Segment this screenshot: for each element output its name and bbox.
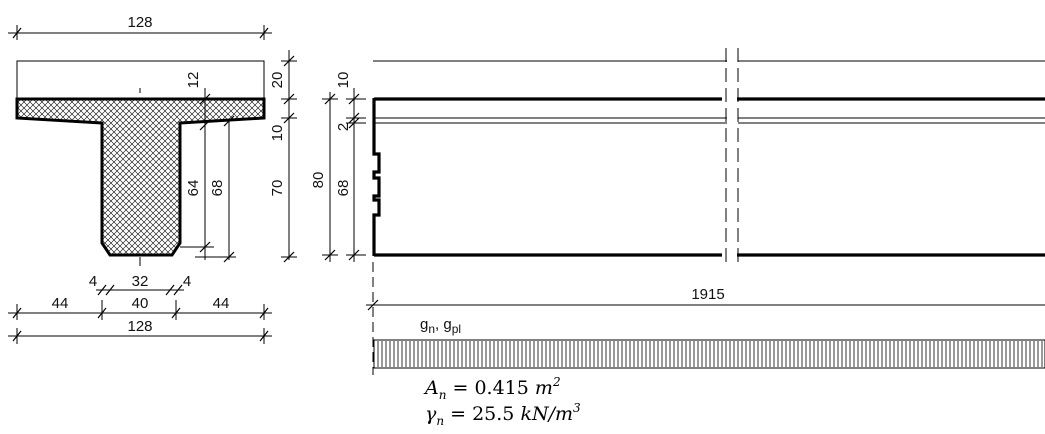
label-web-width: 40 bbox=[132, 295, 149, 312]
label-beam-height: 68 bbox=[335, 180, 352, 197]
elevation: 80 10 2 68 1915 gn, gpl bbox=[310, 48, 1045, 375]
label-chamfer-left: 4 bbox=[89, 273, 97, 290]
distributed-load bbox=[373, 339, 1045, 369]
label-web-height-64: 64 bbox=[185, 180, 202, 197]
dim-widths: 44 40 44 bbox=[8, 295, 272, 320]
dim-flange-top: 12 64 bbox=[180, 72, 214, 260]
label-span: 1915 bbox=[691, 286, 724, 303]
beam-end-left bbox=[372, 98, 381, 256]
area-formula: An = 0.415 m2 bbox=[423, 375, 561, 402]
dim-web-68: 68 bbox=[195, 115, 236, 263]
dim-elevation-heights: 80 10 2 68 bbox=[310, 72, 366, 262]
label-web-bottom: 32 bbox=[132, 273, 149, 290]
dim-topping-height: 20 10 70 bbox=[269, 50, 297, 263]
formulas: An = 0.415 m2 γn = 25.5 kN/m3 bbox=[423, 375, 581, 428]
label-chamfer-right: 4 bbox=[183, 273, 191, 290]
label-flange-height: 10 bbox=[269, 125, 286, 142]
t-beam-section bbox=[15, 97, 266, 257]
topping-slab bbox=[16, 60, 265, 100]
label-topping: 10 bbox=[335, 72, 352, 89]
label-flange-top: 12 bbox=[185, 72, 202, 89]
cross-section: 128 20 10 70 12 bbox=[8, 14, 297, 344]
label-overhang-left: 44 bbox=[52, 295, 69, 312]
dim-top-width: 128 bbox=[8, 14, 272, 40]
gamma-formula: γn = 25.5 kN/m3 bbox=[425, 401, 581, 428]
dim-total-width: 128 bbox=[8, 318, 272, 344]
label-total-width: 128 bbox=[127, 318, 152, 335]
dim-span: 1915 bbox=[366, 286, 1045, 311]
label-web-depth: 70 bbox=[269, 180, 286, 197]
label-topping-height: 20 bbox=[269, 72, 286, 89]
label-top-width: 128 bbox=[127, 14, 152, 31]
label-total-height: 80 bbox=[310, 172, 327, 189]
label-web-height-68: 68 bbox=[209, 180, 226, 197]
label-overhang-right: 44 bbox=[213, 295, 230, 312]
label-gap: 2 bbox=[335, 123, 352, 131]
dim-bottom-web: 4 32 4 bbox=[89, 273, 191, 296]
load-label: gn, gpl bbox=[420, 316, 461, 336]
